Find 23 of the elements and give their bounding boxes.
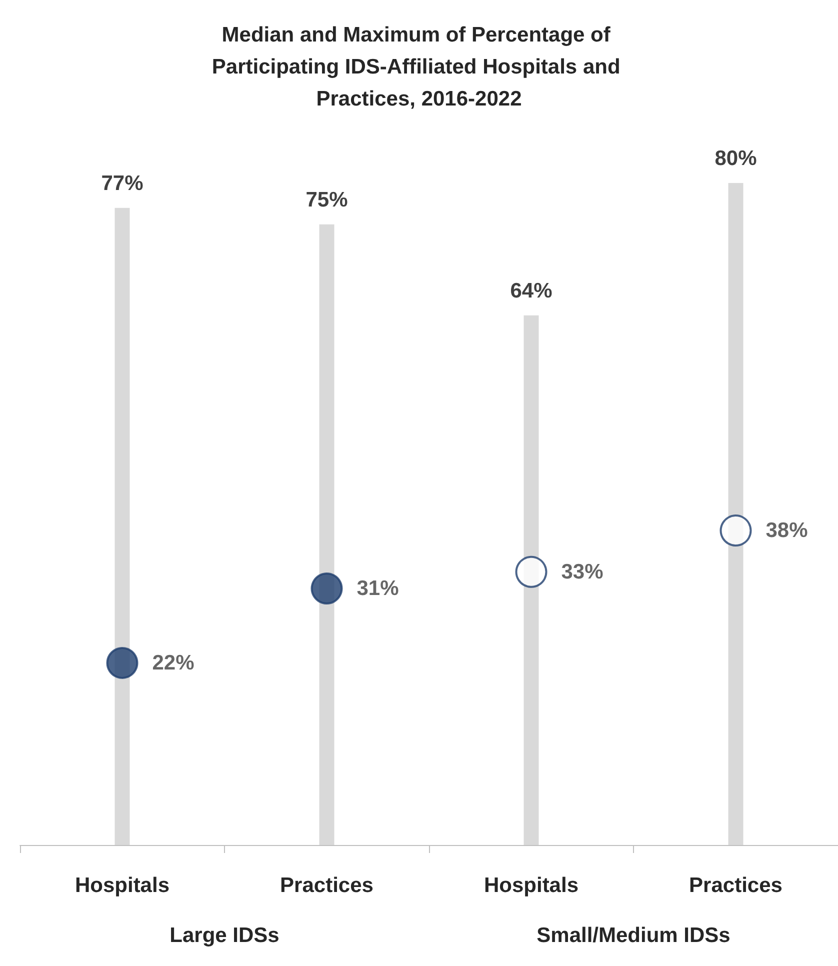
data-label: 33% xyxy=(561,560,604,584)
point xyxy=(310,572,343,604)
bar xyxy=(524,315,539,845)
point xyxy=(515,556,548,588)
data-label: 77% xyxy=(101,172,144,195)
point xyxy=(720,514,752,547)
text: Large IDSs xyxy=(170,924,280,947)
x-tick-label: Practices xyxy=(689,874,782,897)
x-tick-label: Practices xyxy=(280,874,374,897)
bar xyxy=(319,224,334,845)
data-label: 64% xyxy=(510,279,553,302)
text: Small/Medium IDSs xyxy=(536,924,730,947)
chart-title: Median and Maximum of Percentage of Participating IDS-Affiliated Hospitals and Practices, 2016-2022 xyxy=(212,24,626,110)
data-label: 31% xyxy=(356,576,400,600)
data-label: 75% xyxy=(306,188,348,212)
point xyxy=(106,646,138,679)
bar xyxy=(114,208,130,845)
data-label: 38% xyxy=(766,519,808,542)
bar xyxy=(728,183,744,845)
data-label: 80% xyxy=(714,147,758,170)
data-label: 22% xyxy=(152,651,195,674)
x-tick-label: Hospitals xyxy=(74,874,170,897)
x-tick-label: Hospitals xyxy=(484,874,579,897)
